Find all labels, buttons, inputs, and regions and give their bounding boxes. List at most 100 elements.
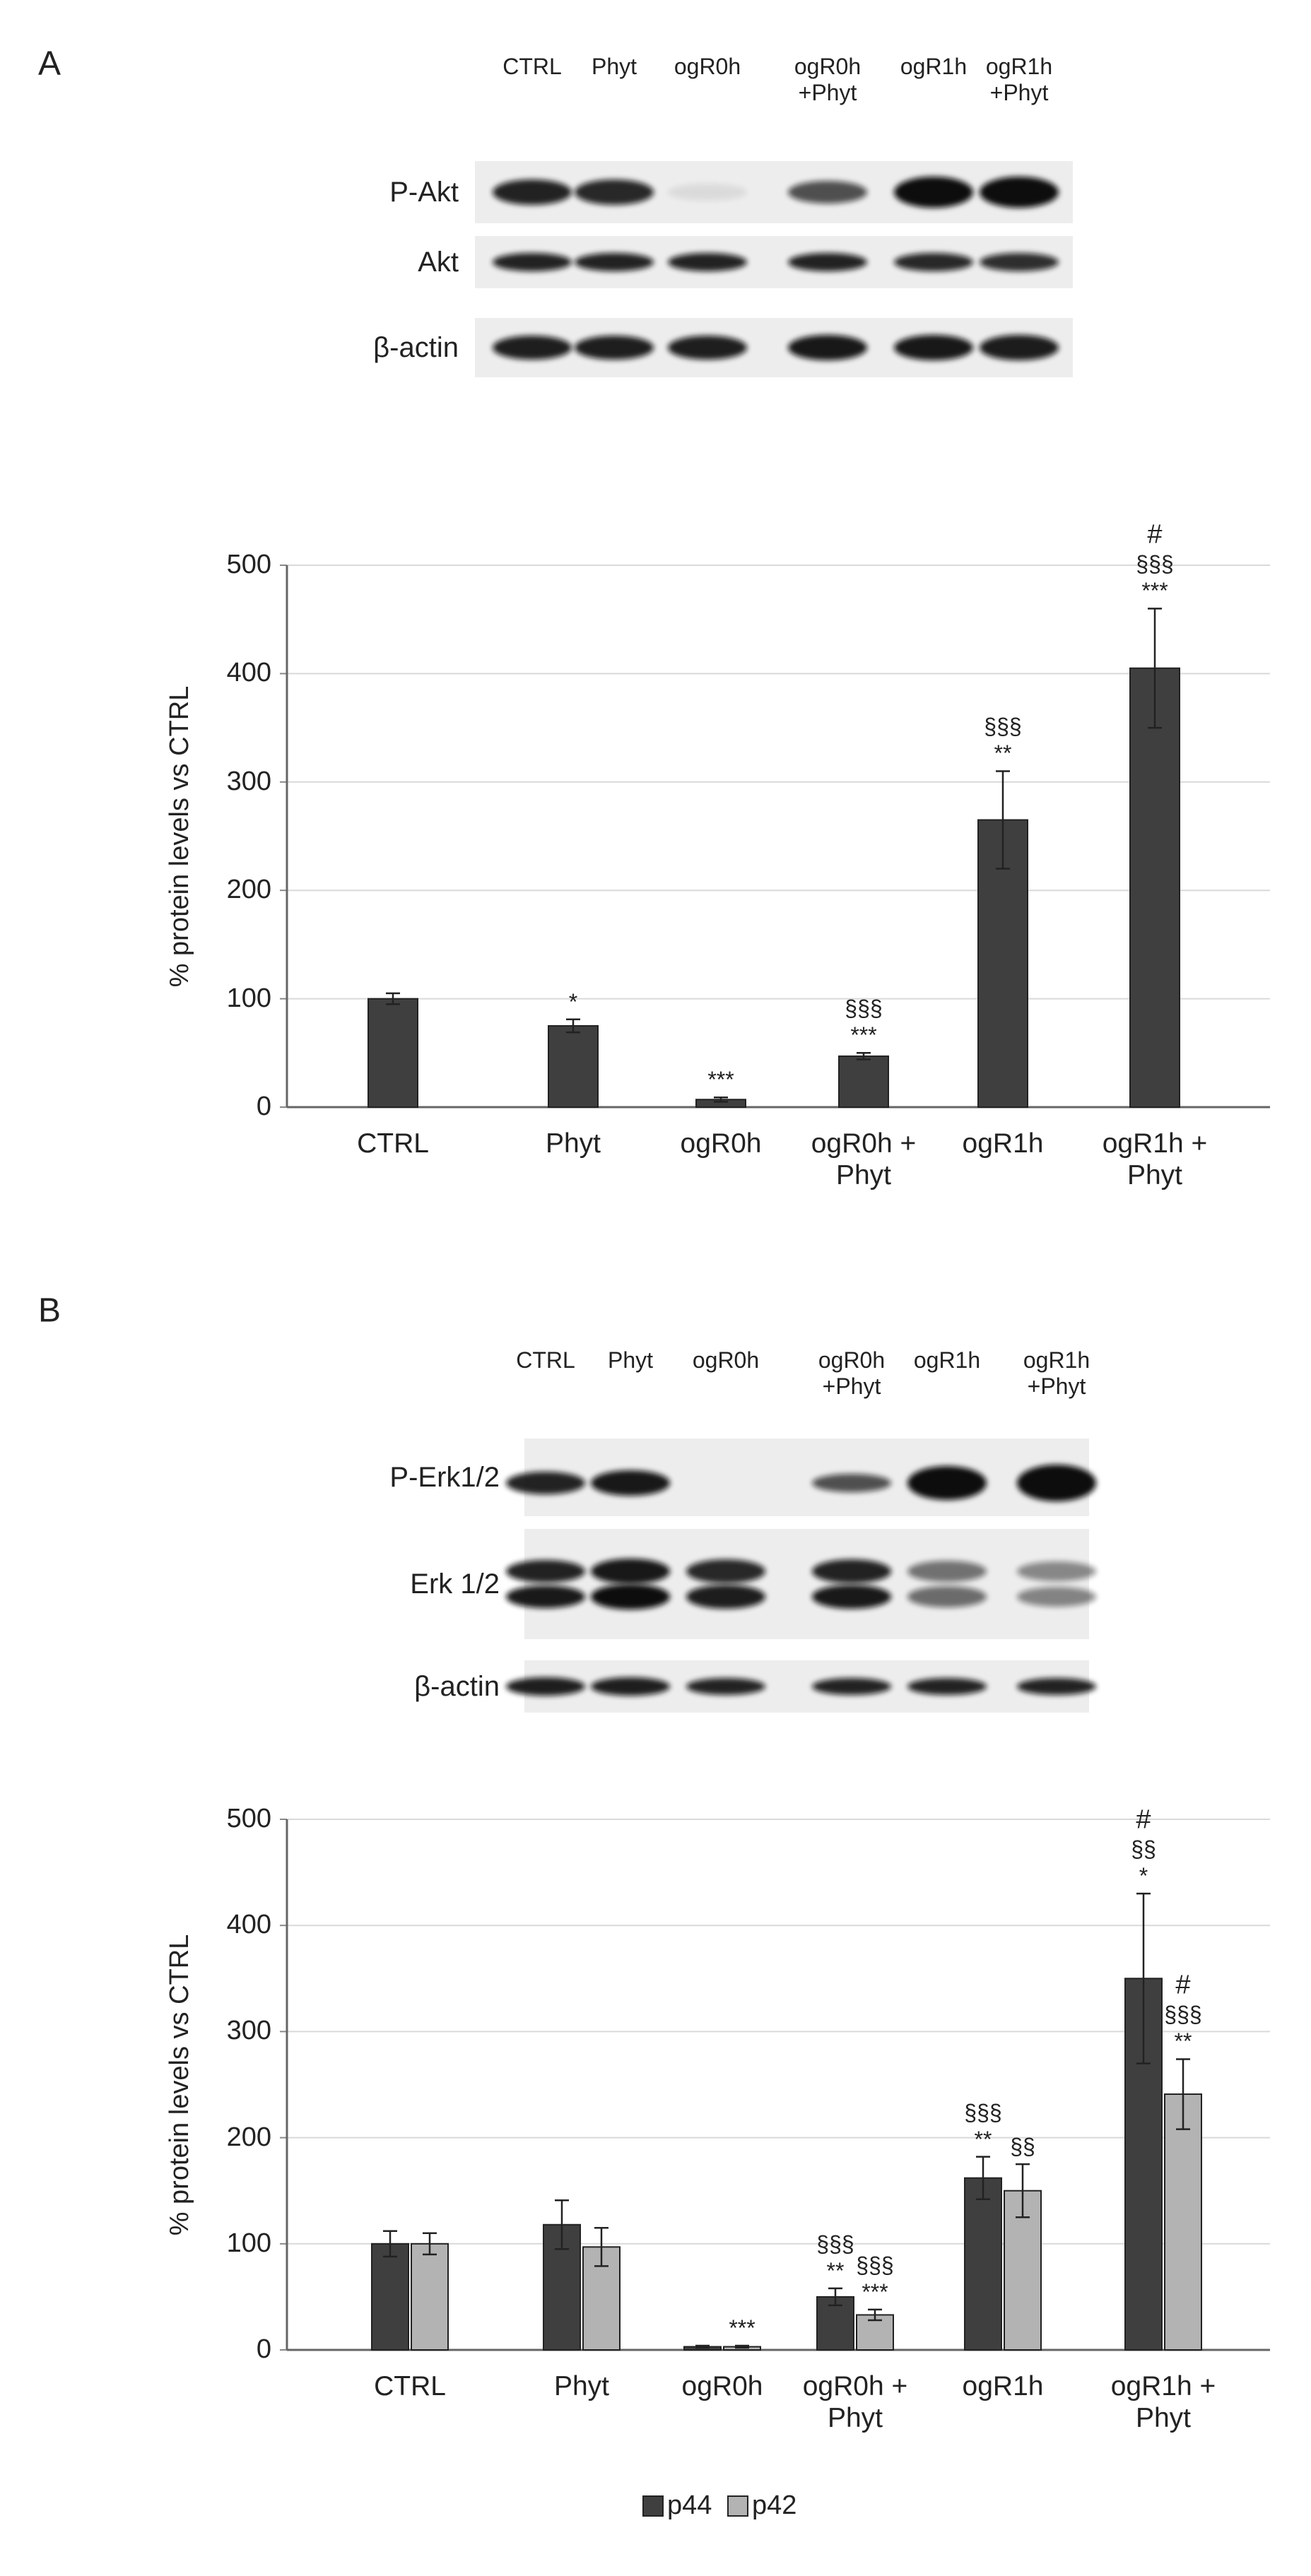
significance-mark: §§§ bbox=[1164, 2002, 1202, 2028]
x-tick-label: ogR0h + Phyt bbox=[811, 1128, 917, 1190]
blot-band bbox=[575, 336, 654, 360]
blot-band bbox=[980, 335, 1059, 360]
blot-band bbox=[591, 1677, 670, 1696]
error-bar bbox=[423, 2232, 437, 2256]
blot-band bbox=[907, 1586, 987, 1607]
blot-band bbox=[686, 1678, 765, 1695]
y-tick-label: 0 bbox=[256, 2334, 271, 2365]
blot-band bbox=[980, 177, 1059, 208]
bar bbox=[1164, 2093, 1202, 2351]
blot-band bbox=[686, 1585, 765, 1609]
blot-band bbox=[493, 253, 572, 271]
blot-band bbox=[575, 253, 654, 271]
error-bar bbox=[566, 1018, 580, 1034]
error-bar bbox=[1136, 1892, 1151, 2064]
blot-band bbox=[591, 1559, 670, 1584]
lane-label: ogR0h +Phyt bbox=[794, 54, 862, 105]
blot-row-label: β-actin bbox=[373, 332, 459, 363]
blot-band bbox=[1017, 1587, 1096, 1607]
x-tick-label: ogR1h bbox=[962, 2371, 1044, 2401]
panel-label: A bbox=[37, 45, 61, 83]
significance-mark: §§§ bbox=[964, 2099, 1002, 2125]
y-tick-label: 400 bbox=[226, 658, 271, 688]
bar bbox=[838, 1055, 889, 1108]
lane-label: ogR0h +Phyt bbox=[818, 1347, 886, 1399]
blot-row-label: P-Erk1/2 bbox=[389, 1462, 500, 1493]
panel-label: B bbox=[37, 1292, 61, 1330]
blot-band bbox=[686, 1559, 765, 1583]
blot-band bbox=[812, 1678, 891, 1695]
blot-band bbox=[506, 1677, 585, 1696]
bar bbox=[371, 2243, 409, 2351]
significance-mark: * bbox=[568, 988, 578, 1015]
significance-mark: *** bbox=[862, 2279, 888, 2305]
blot-band bbox=[493, 179, 572, 205]
bar bbox=[411, 2243, 449, 2351]
blot-band bbox=[575, 179, 654, 205]
lane-label: CTRL bbox=[516, 1347, 575, 1373]
error-bar bbox=[857, 1052, 871, 1060]
lane-label: ogR0h bbox=[692, 1347, 760, 1373]
blot-row-label: P-Akt bbox=[389, 177, 459, 208]
significance-mark: §§§ bbox=[984, 714, 1022, 740]
blot-band bbox=[506, 1472, 585, 1494]
significance-mark: *** bbox=[707, 1067, 734, 1093]
legend-swatch bbox=[727, 2495, 748, 2517]
significance-mark: §§ bbox=[1010, 2134, 1035, 2160]
lane-label: ogR1h +Phyt bbox=[985, 54, 1053, 105]
blot-band bbox=[812, 1474, 891, 1492]
y-tick-label: 0 bbox=[256, 1092, 271, 1122]
error-bar bbox=[1176, 2058, 1190, 2130]
x-tick-label: ogR1h + Phyt bbox=[1110, 2371, 1216, 2433]
x-tick-label: CTRL bbox=[374, 2371, 446, 2401]
significance-mark: ** bbox=[1174, 2028, 1192, 2055]
blot-band bbox=[894, 177, 973, 208]
legend-label: p44 bbox=[667, 2491, 712, 2521]
blot-band bbox=[812, 1585, 891, 1609]
error-bar bbox=[735, 2344, 749, 2349]
bar bbox=[1129, 667, 1180, 1108]
error-bar bbox=[714, 1096, 728, 1103]
y-tick-label: 500 bbox=[226, 1804, 271, 1834]
lane-label: ogR1h bbox=[900, 54, 968, 79]
bar bbox=[964, 2177, 1002, 2351]
error-bar bbox=[828, 2287, 842, 2307]
significance-mark: §§ bbox=[1131, 1836, 1156, 1862]
blot-band bbox=[493, 336, 572, 360]
error-bar bbox=[996, 770, 1010, 870]
significance-mark: ** bbox=[974, 2126, 992, 2152]
significance-mark: ** bbox=[826, 2258, 845, 2284]
blot-band bbox=[668, 184, 747, 201]
x-tick-label: ogR0h bbox=[681, 2371, 763, 2401]
blot-band bbox=[506, 1560, 585, 1583]
y-tick-label: 200 bbox=[226, 875, 271, 905]
blot-band bbox=[506, 1585, 585, 1608]
blot-band bbox=[907, 1678, 987, 1695]
blot-row-label: Akt bbox=[418, 247, 459, 278]
blot-band bbox=[788, 253, 867, 271]
significance-mark: # bbox=[1175, 1970, 1191, 2000]
blot-row-label: Erk 1/2 bbox=[410, 1568, 500, 1600]
blot-band bbox=[591, 1584, 670, 1609]
error-bar bbox=[1016, 2163, 1030, 2218]
error-bar bbox=[1148, 608, 1162, 729]
y-tick-label: 400 bbox=[226, 1910, 271, 1940]
x-tick-label: Phyt bbox=[553, 2371, 610, 2401]
blot-row-label: β-actin bbox=[414, 1671, 500, 1702]
blot-band bbox=[1017, 1465, 1096, 1501]
significance-mark: *** bbox=[729, 2315, 756, 2341]
error-bar bbox=[868, 2308, 882, 2322]
significance-mark: §§§ bbox=[1136, 551, 1174, 577]
x-tick-label: ogR0h bbox=[680, 1128, 762, 1159]
lane-label: Phyt bbox=[607, 1347, 654, 1373]
y-axis-label: % protein levels vs CTRL bbox=[165, 1934, 195, 2235]
y-tick-label: 100 bbox=[226, 983, 271, 1013]
significance-mark: ** bbox=[994, 740, 1012, 767]
blot-band bbox=[668, 253, 747, 271]
x-tick-label: ogR1h bbox=[962, 1128, 1044, 1159]
blot-band bbox=[894, 335, 973, 360]
blot-band bbox=[591, 1470, 670, 1496]
y-tick-label: 100 bbox=[226, 2228, 271, 2258]
significance-mark: # bbox=[1136, 1804, 1151, 1835]
